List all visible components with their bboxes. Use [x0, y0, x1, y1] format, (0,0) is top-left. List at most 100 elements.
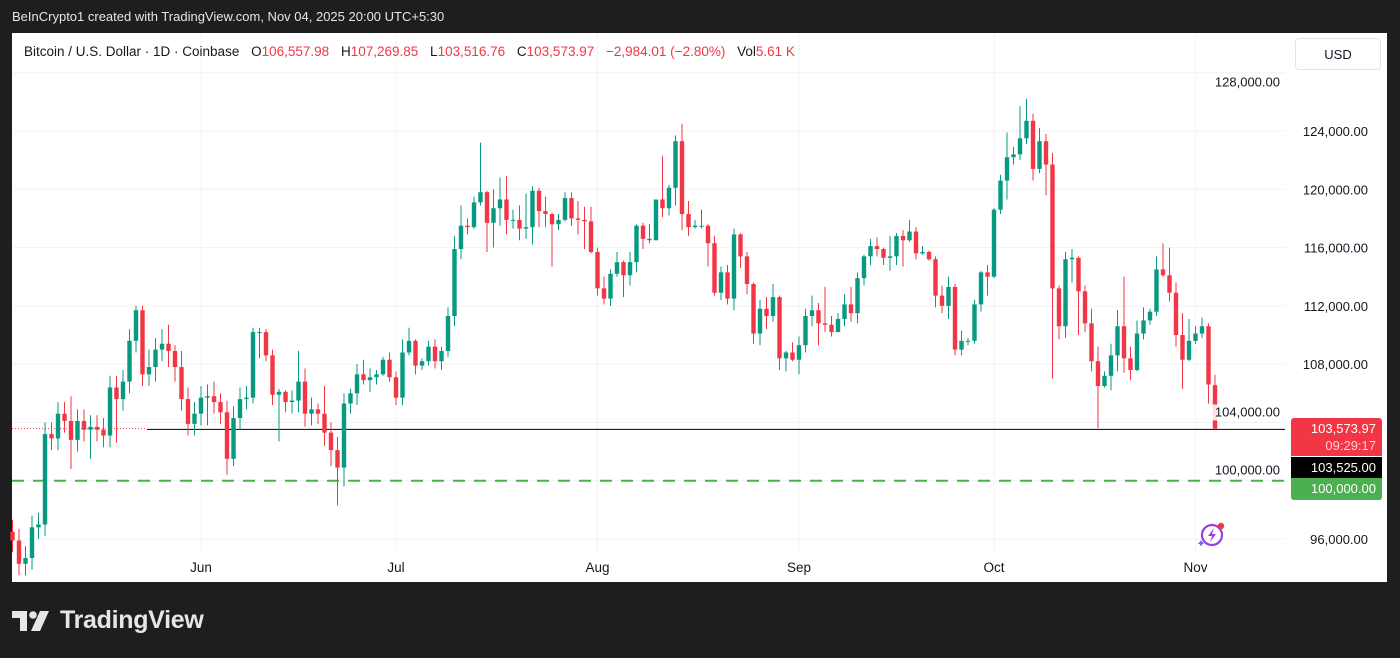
candle-2025-05-21	[127, 329, 132, 394]
candle-body	[777, 297, 782, 359]
candle-body	[699, 225, 704, 227]
candle-body	[192, 413, 197, 424]
candle-2025-08-18	[705, 224, 711, 267]
symbol-name[interactable]: Bitcoin / U.S. Dollar · 1D · Coinbase	[24, 44, 240, 59]
candle-body	[1037, 141, 1042, 169]
candle-body	[1102, 375, 1107, 386]
candle-2025-06-30	[387, 352, 392, 382]
lightning-assistant-icon[interactable]	[1198, 519, 1228, 549]
candle-2025-08-13	[673, 135, 678, 206]
candle-body	[1108, 355, 1114, 376]
candle-2025-08-01	[595, 247, 600, 296]
candle-2025-05-25	[153, 337, 158, 382]
time-axis[interactable]: Jun Jul Aug Sep Oct Nov	[190, 560, 1208, 575]
candle-2025-10-25	[1147, 308, 1153, 325]
candle-2025-06-16	[296, 351, 301, 413]
candle-body	[751, 284, 756, 334]
candle-2025-05-20	[120, 369, 126, 411]
candle-2025-09-10	[855, 272, 860, 324]
candle-body	[588, 221, 594, 252]
candle-body	[972, 304, 977, 341]
volume-label: Vol	[737, 44, 756, 59]
candles	[10, 98, 1218, 576]
candle-body	[283, 391, 288, 403]
candle-2025-08-05	[621, 260, 626, 298]
tradingview-logo[interactable]: TradingView	[12, 606, 204, 635]
price-tick-label: 120,000.00	[1303, 182, 1368, 197]
horizontal-lines	[12, 428, 1285, 482]
candle-body	[276, 391, 282, 395]
candle-body	[296, 381, 301, 401]
candle-body	[36, 524, 41, 528]
candle-body	[159, 343, 165, 350]
time-tick-label: Nov	[1183, 560, 1207, 575]
candle-2025-07-14	[478, 142, 483, 206]
candle-2025-09-13	[874, 237, 880, 257]
candle-2025-05-16	[94, 415, 100, 442]
candle-body	[1206, 326, 1211, 385]
symbol-legend: Bitcoin / U.S. Dollar · 1D · Coinbase O1…	[24, 44, 795, 59]
candle-2025-11-03	[1206, 323, 1211, 404]
candle-2025-06-06	[231, 406, 236, 467]
currency-button[interactable]: USD	[1295, 38, 1381, 70]
candle-2025-09-20	[920, 246, 925, 255]
candle-2025-08-02	[601, 276, 607, 305]
candle-2025-10-22	[1128, 346, 1133, 381]
price-axis[interactable]: 96,000.00 100,000.00 104,000.00 108,000.00 1…	[1204, 74, 1368, 547]
candle-body	[952, 286, 958, 350]
candle-2025-08-24	[744, 251, 750, 295]
candle-body	[244, 397, 249, 400]
candle-2025-07-22	[530, 186, 535, 245]
candle-2025-06-02	[205, 384, 210, 426]
candle-body	[107, 387, 113, 436]
candle-body	[367, 377, 373, 381]
candle-body	[1076, 257, 1081, 292]
candle-2025-07-19	[510, 209, 516, 229]
candle-2025-07-13	[471, 196, 477, 229]
candle-2025-10-21	[1121, 276, 1127, 373]
candle-2025-05-09	[49, 422, 54, 451]
candle-body	[1173, 292, 1179, 335]
candle-body	[601, 288, 607, 299]
candle-2025-09-05	[822, 286, 828, 333]
candle-body	[68, 420, 74, 440]
candle-2025-09-26	[959, 330, 964, 356]
price-tick-label: 96,000.00	[1310, 532, 1368, 547]
candle-2025-08-30	[783, 351, 789, 372]
candle-body	[595, 251, 600, 289]
candle-2025-08-23	[738, 233, 743, 268]
candle-body	[237, 399, 243, 419]
candle-2025-05-30	[185, 387, 191, 436]
tradingview-logo-icon	[12, 610, 49, 631]
candle-2025-06-21	[328, 422, 334, 467]
candle-body	[803, 316, 808, 346]
candle-body	[16, 540, 22, 564]
candle-body	[985, 272, 990, 277]
candle-2025-10-08	[1037, 128, 1042, 174]
candle-body	[10, 531, 15, 541]
candle-body	[562, 198, 568, 220]
candle-2025-06-26	[361, 359, 366, 385]
candle-body	[211, 396, 217, 403]
candle-2025-08-17	[699, 209, 704, 229]
candle-2025-09-09	[848, 286, 854, 322]
candle-2025-07-01	[393, 371, 399, 405]
candle-2025-09-22	[933, 256, 938, 308]
candle-2025-10-15	[1082, 285, 1088, 333]
price-tick-label: 124,000.00	[1303, 124, 1368, 139]
candle-2025-06-13	[276, 388, 282, 442]
candle-2025-11-02	[1199, 317, 1205, 338]
candle-2025-08-09	[647, 224, 652, 244]
candle-body	[1030, 120, 1036, 169]
candle-body	[491, 208, 496, 223]
candle-body	[1050, 164, 1055, 289]
candle-2025-07-03	[406, 327, 412, 356]
candle-body	[634, 225, 639, 263]
candle-body	[309, 409, 314, 414]
candle-2025-06-23	[341, 393, 347, 487]
candle-body	[1167, 275, 1172, 293]
candle-2025-07-30	[582, 206, 587, 250]
candle-2025-09-23	[939, 285, 945, 314]
candle-body	[471, 202, 477, 228]
